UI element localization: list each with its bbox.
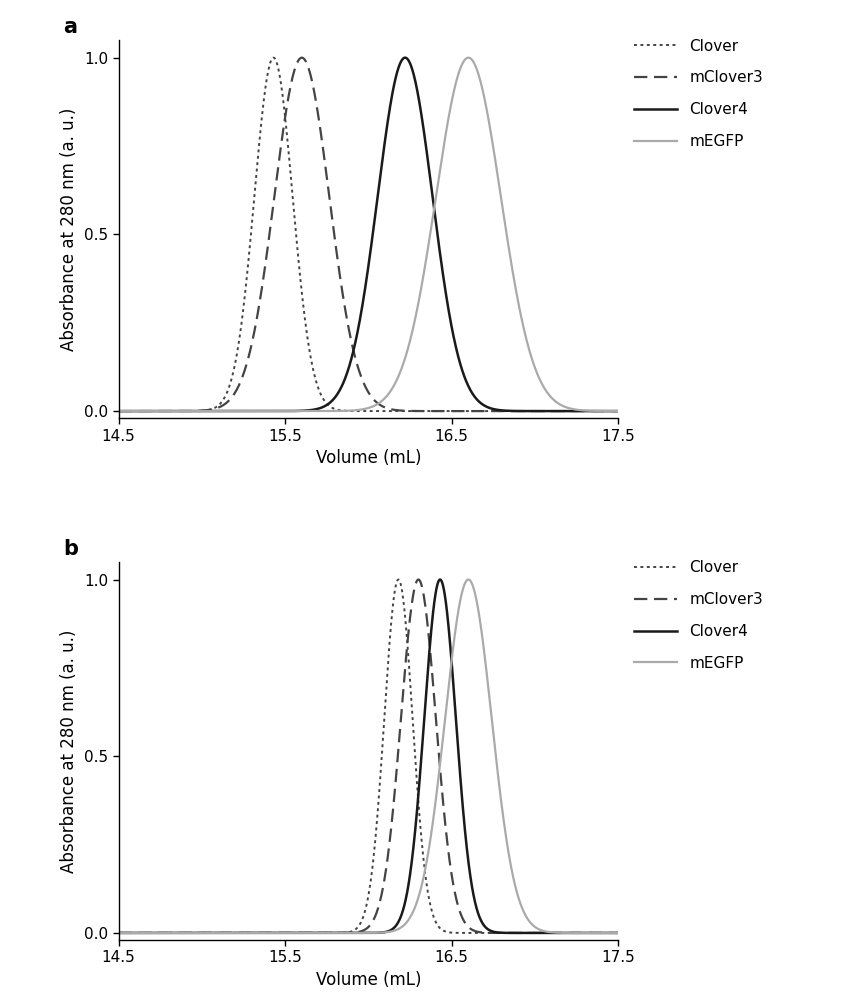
- X-axis label: Volume (mL): Volume (mL): [316, 971, 421, 989]
- Legend: Clover, mClover3, Clover4, mEGFP: Clover, mClover3, Clover4, mEGFP: [628, 32, 769, 155]
- Y-axis label: Absorbance at 280 nm (a. u.): Absorbance at 280 nm (a. u.): [60, 629, 79, 873]
- X-axis label: Volume (mL): Volume (mL): [316, 449, 421, 467]
- Legend: Clover, mClover3, Clover4, mEGFP: Clover, mClover3, Clover4, mEGFP: [628, 554, 769, 677]
- Text: a: a: [64, 17, 78, 37]
- Text: b: b: [64, 539, 79, 559]
- Y-axis label: Absorbance at 280 nm (a. u.): Absorbance at 280 nm (a. u.): [60, 107, 79, 351]
